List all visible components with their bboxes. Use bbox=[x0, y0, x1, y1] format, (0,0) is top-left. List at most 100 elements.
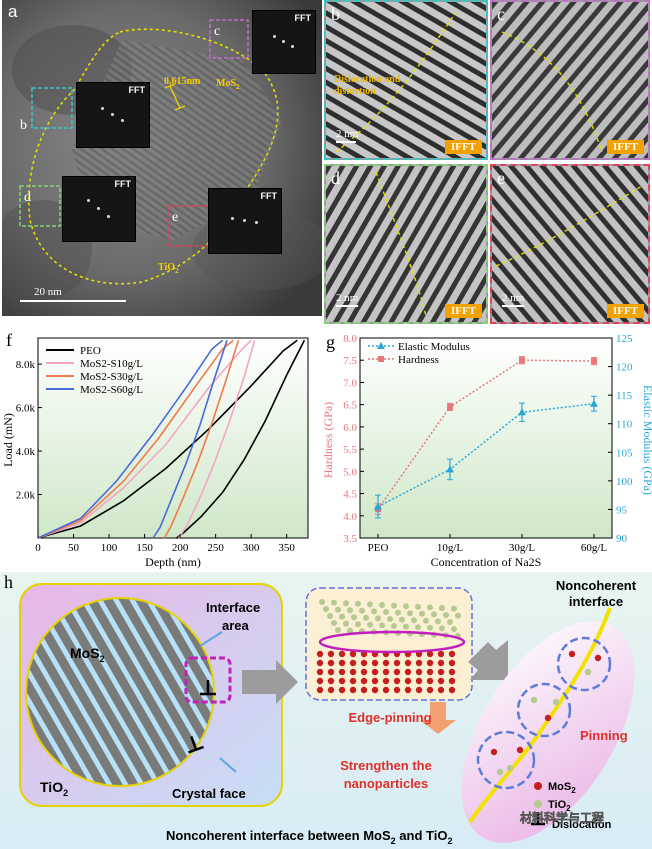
mos2-atom bbox=[327, 668, 335, 676]
tio2-atom bbox=[391, 623, 397, 629]
mos2-atom bbox=[426, 686, 434, 694]
interface-atom bbox=[568, 650, 576, 658]
y-tick-label-left: 7.0 bbox=[343, 377, 357, 389]
watermark: 材料科学与工程 bbox=[519, 810, 604, 825]
tio2-atom bbox=[375, 615, 381, 622]
mos2-atom bbox=[349, 677, 357, 685]
ifft-fringes-c bbox=[492, 2, 648, 158]
ifft-badge-b: IFFT bbox=[444, 140, 482, 154]
dislocation-note: Dislocation and distortion bbox=[334, 74, 401, 97]
interface-area-label-1: Interface bbox=[206, 600, 260, 615]
ifft-panel-c: c IFFT bbox=[490, 0, 650, 160]
region-b-box bbox=[31, 87, 73, 129]
y-tick-label-left: 6.5 bbox=[343, 400, 357, 412]
interface-atom bbox=[594, 654, 602, 662]
mos2-atom bbox=[360, 659, 368, 667]
mos2-atom bbox=[393, 677, 401, 685]
ifft-fringes-b bbox=[326, 2, 486, 158]
mos2-atom bbox=[338, 659, 346, 667]
mos2-atom bbox=[360, 677, 368, 685]
tio2-label-a: TiO2 bbox=[158, 262, 179, 275]
mos2-atom bbox=[371, 668, 379, 676]
legend-marker bbox=[377, 342, 385, 349]
tio2-atom bbox=[395, 609, 401, 616]
legend-dislocation-icon bbox=[531, 812, 545, 826]
region-letter-b: b bbox=[20, 118, 27, 133]
tio2-atom bbox=[343, 620, 349, 627]
mos2-atom bbox=[393, 659, 401, 667]
mos2-atom bbox=[349, 686, 357, 694]
y-tick-label-right: 90 bbox=[616, 533, 628, 545]
tio2-atom bbox=[327, 613, 333, 619]
tio2-atom bbox=[427, 604, 433, 611]
mos2-atom bbox=[360, 668, 368, 676]
mos2-atom bbox=[404, 659, 412, 667]
tio2-atom bbox=[367, 601, 373, 608]
interface-area-label-2: area bbox=[222, 618, 250, 633]
ifft-letter-d: d bbox=[331, 168, 340, 188]
tio2-atom bbox=[335, 606, 341, 613]
schematic-h: h MoS2 TiO2 Interface area Crystal face … bbox=[0, 572, 652, 849]
tio2-atom bbox=[355, 621, 361, 628]
mos2-atom bbox=[382, 668, 390, 676]
edge-pinning-label: Edge-pinning bbox=[348, 710, 431, 725]
data-point bbox=[591, 358, 597, 365]
panel-letter-h: h bbox=[4, 572, 13, 592]
tio2-atom bbox=[355, 600, 361, 607]
mos2-atom bbox=[426, 677, 434, 685]
y-tick-label-right: 115 bbox=[616, 390, 633, 402]
arrow bbox=[219, 757, 237, 773]
ifft-panel-e: e 2 nm IFFT bbox=[490, 164, 650, 324]
region-letter-c: c bbox=[214, 24, 221, 39]
mos2-atom bbox=[338, 668, 346, 676]
mos2-atom bbox=[426, 650, 434, 658]
fft-label: FFT bbox=[260, 191, 278, 201]
mos2-atom bbox=[371, 686, 379, 694]
legend-label: Hardness bbox=[398, 354, 439, 366]
tio2-atom bbox=[363, 614, 369, 621]
mos2-label-h: MoS2 bbox=[70, 645, 105, 664]
crystal-face-label: Crystal face bbox=[172, 786, 246, 801]
mos2-atom bbox=[327, 686, 335, 694]
interface-atom bbox=[530, 696, 538, 704]
mos2-atom bbox=[327, 650, 335, 658]
data-point bbox=[374, 502, 382, 510]
mos2-atom bbox=[393, 668, 401, 676]
tio2-label-h: TiO2 bbox=[40, 779, 68, 798]
y-tick-label-right: 120 bbox=[616, 362, 633, 374]
ifft-letter-e: e bbox=[497, 168, 505, 188]
series-2-loading bbox=[37, 339, 234, 539]
mos2-atom bbox=[360, 686, 368, 694]
mos2-atom bbox=[448, 668, 456, 676]
mos2-atom bbox=[371, 659, 379, 667]
mos2-grain bbox=[25, 597, 215, 787]
chart-g: PEO 10g/L 30g/L 60g/L 3.5 4.0 4.5 5.0 5.5 6.0 6.5 7… bbox=[322, 332, 652, 569]
legend-mos2-label: MoS2 bbox=[548, 781, 576, 795]
d-spacing-label: 0.615nm bbox=[164, 76, 201, 87]
mos2-atom bbox=[415, 677, 423, 685]
legend-label: MoS2-S10g/L bbox=[80, 358, 143, 370]
noncoherent-label-1: Noncoherent bbox=[556, 578, 637, 593]
mos2-atom bbox=[415, 668, 423, 676]
tio2-atom bbox=[331, 599, 337, 606]
ifft-panel-d: d 2 nm IFFT bbox=[324, 164, 488, 324]
x-tick-label: PEO bbox=[368, 542, 389, 554]
legend-mos2-dot bbox=[534, 782, 542, 790]
tio2-atom bbox=[359, 607, 365, 614]
mos2-atom bbox=[338, 686, 346, 694]
ifft-fringes-e bbox=[492, 166, 648, 322]
tio2-atom bbox=[387, 616, 393, 622]
mos2-atom bbox=[437, 668, 445, 676]
pinning-circle bbox=[556, 636, 612, 692]
tio2-atom bbox=[391, 602, 397, 609]
ylabel-f: Load (mN) bbox=[1, 413, 15, 467]
legend-label: MoS2-S30g/L bbox=[80, 371, 143, 383]
region-letter-d: d bbox=[24, 190, 31, 205]
mos2-atom bbox=[426, 659, 434, 667]
tio2-atom bbox=[367, 621, 373, 628]
tio2-atom bbox=[455, 612, 461, 619]
y-tick-label-left: 8.0 bbox=[343, 333, 357, 345]
tio2-atom bbox=[399, 616, 405, 623]
